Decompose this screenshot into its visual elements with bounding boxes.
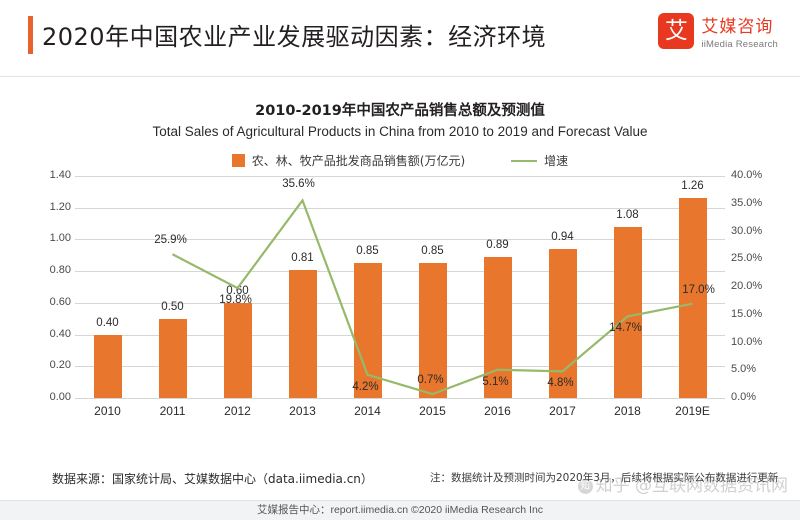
x-axis-tick: 2016 (484, 404, 511, 418)
left-axis-tick: 1.40 (49, 169, 71, 181)
growth-value-label: 14.7% (609, 322, 642, 335)
left-axis-tick: 0.00 (49, 391, 71, 403)
right-axis-tick: 25.0% (731, 252, 763, 265)
bar (548, 248, 577, 398)
logo-name-en: iiMedia Research (701, 39, 778, 50)
grid-line (75, 334, 725, 336)
grid-line (75, 398, 725, 399)
logo-name-cn: 艾媒咨询 (701, 17, 774, 37)
footer-bar (0, 500, 800, 520)
bar-value-label: 0.94 (551, 230, 574, 243)
bar-value-label: 0.40 (96, 316, 119, 329)
left-axis-tick: 0.60 (49, 295, 71, 308)
right-axis-tick: 30.0% (731, 224, 763, 237)
bar-value-label: 0.60 (226, 284, 249, 297)
legend-label-line: 增速 (544, 154, 569, 168)
growth-value-label: 4.2% (352, 380, 379, 393)
left-axis-tick: 0.80 (49, 264, 71, 277)
page-title: 2020年中国农业产业发展驱动因素：经济环境 (42, 23, 547, 51)
bar (678, 198, 707, 398)
bar (288, 269, 317, 398)
legend-item-line: 增速 (511, 152, 568, 169)
bar-value-label: 0.85 (421, 245, 444, 258)
growth-value-label: 5.1% (482, 375, 509, 388)
brand-logo: 艾 艾媒咨询 iiMedia Research (658, 12, 778, 50)
bar-value-label: 0.85 (356, 245, 379, 258)
logo-text-group: 艾媒咨询 iiMedia Research (701, 12, 778, 50)
growth-value-label: 17.0% (682, 283, 715, 296)
x-axis-tick: 2018 (614, 404, 641, 418)
chart-title-cn: 2010-2019年中国农产品销售总额及预测值 (255, 103, 545, 119)
growth-value-label: 4.8% (547, 377, 574, 390)
bar (418, 263, 447, 398)
growth-value-label: 25.9% (154, 234, 187, 247)
header-divider (0, 76, 800, 77)
right-axis-tick: 15.0% (731, 307, 763, 320)
left-axis-tick: 0.40 (49, 327, 71, 340)
grid-line (75, 366, 725, 368)
title-accent-bar (28, 16, 33, 54)
growth-value-label: 35.6% (282, 178, 315, 191)
bar-value-label: 0.50 (161, 300, 184, 313)
x-axis-tick: 2013 (289, 404, 316, 418)
grid-line (75, 176, 725, 177)
grid-line (75, 302, 725, 304)
grid-line (75, 271, 725, 273)
page-header: 2020年中国农业产业发展驱动因素：经济环境 艾 艾媒咨询 iiMedia Re… (0, 0, 800, 76)
x-axis-tick: 2011 (159, 404, 186, 418)
grid-line (75, 207, 725, 209)
right-axis-tick: 10.0% (731, 335, 763, 348)
watermark-text: 知乎 @互联网数据资讯网 (595, 476, 788, 496)
right-axis-tick: 40.0% (731, 169, 763, 181)
chart-plot-area: 0.00 0.20 0.40 0.60 0.80 1.00 1.20 1.40 0.0% 5.0%… (50, 169, 763, 403)
bar (223, 302, 252, 398)
growth-line (171, 198, 693, 396)
growth-value-label: 19.8% (219, 294, 252, 307)
left-axis-tick: 1.00 (49, 232, 71, 245)
right-axis-tick: 35.0% (731, 196, 763, 209)
legend-swatch-line-icon (511, 159, 538, 162)
watermark-icon: 知 (577, 478, 593, 494)
note-text: 注：数据统计及预测时间为2020年3月，后续将根据实际公布数据进行更新 (430, 472, 779, 484)
right-axis-tick: 20.0% (731, 280, 763, 292)
grid-line (75, 239, 725, 241)
x-axis-tick: 2017 (549, 404, 576, 418)
logo-mark-icon: 艾 (658, 13, 695, 49)
chart-legend: 农、林、牧产品批发商品销售额(万亿元) 增速 (0, 152, 800, 169)
bar-value-label: 1.26 (681, 180, 704, 193)
right-axis-tick: 5.0% (731, 363, 757, 376)
bar (93, 334, 122, 398)
watermark: 知知乎 @互联网数据资讯网 (577, 471, 788, 496)
bar-value-label: 0.81 (291, 251, 314, 264)
bar (483, 256, 512, 398)
x-axis-tick: 2010 (94, 404, 121, 418)
footer-text: 艾媒报告中心：report.iimedia.cn ©2020 iiMedia R… (256, 504, 544, 516)
bar-value-label: 1.08 (616, 208, 639, 221)
chart-title-en: Total Sales of Agricultural Products in … (152, 124, 648, 139)
bar (613, 226, 642, 398)
x-axis-labels: 2010 2011 2012 2013 2014 2015 2016 2017 2018 2019… (75, 404, 725, 422)
left-axis-tick: 0.20 (49, 359, 71, 372)
source-text: 数据来源：国家统计局、艾媒数据中心（data.iimedia.cn） (52, 472, 373, 486)
bar (158, 318, 187, 398)
legend-label-bar: 农、林、牧产品批发商品销售额(万亿元) (251, 154, 466, 168)
x-axis-tick: 2015 (419, 404, 446, 418)
growth-value-label: 0.7% (417, 374, 444, 387)
right-axis-tick: 0.0% (731, 391, 757, 403)
bar-value-label: 0.89 (486, 238, 509, 251)
legend-swatch-bar-icon (231, 154, 245, 167)
left-axis-tick: 1.20 (49, 200, 71, 213)
x-axis-tick: 2014 (354, 404, 381, 418)
legend-item-bar: 农、林、牧产品批发商品销售额(万亿元) (231, 152, 466, 169)
x-axis-tick: 2019E (675, 404, 710, 418)
x-axis-tick: 2012 (224, 404, 251, 418)
